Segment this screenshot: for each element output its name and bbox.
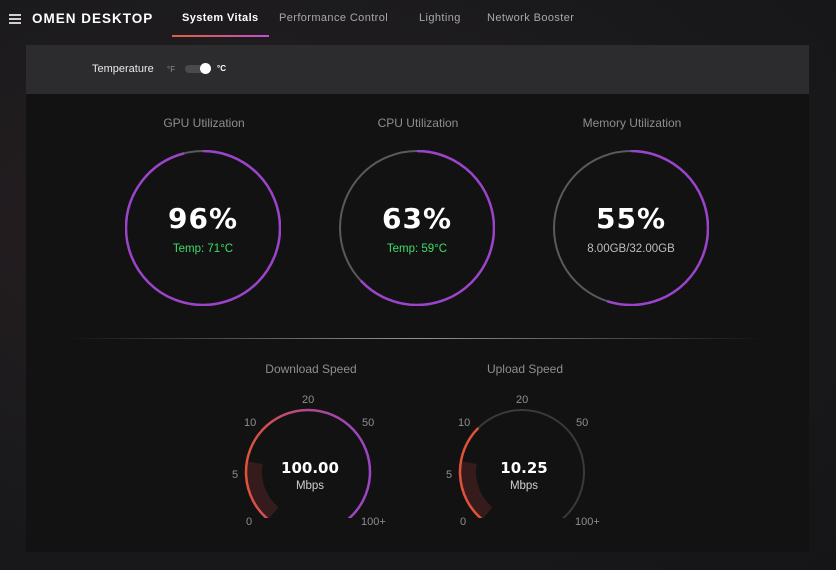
cpu-utilization-gauge: 63% Temp: 59°C: [339, 150, 495, 306]
upload-speed-value: 10.25: [500, 459, 548, 477]
upload-speed-title: Upload Speed: [486, 362, 564, 376]
temperature-label: Temperature: [92, 63, 154, 75]
cpu-utilization-title: CPU Utilization: [377, 116, 459, 130]
gpu-utilization-title: GPU Utilization: [163, 116, 245, 130]
upload-tick-10: 10: [458, 417, 471, 429]
tab-network-booster[interactable]: Network Booster: [487, 12, 575, 24]
memory-utilization-gauge: 55% 8.00GB/32.00GB: [553, 150, 709, 306]
cpu-temperature: Temp: 59°C: [386, 243, 448, 255]
upload-tick-20: 20: [516, 394, 529, 406]
memory-utilization-title: Memory Utilization: [582, 116, 682, 130]
download-tick-5: 5: [232, 469, 239, 481]
gpu-utilization-value: 96%: [167, 202, 239, 235]
gpu-ring-fill: [125, 150, 281, 306]
temperature-unit-toggle[interactable]: [185, 63, 211, 74]
app-brand: OMEN DESKTOP: [32, 11, 154, 26]
tab-system-vitals[interactable]: System Vitals: [182, 12, 259, 24]
memory-ring-fill: [553, 150, 709, 306]
gpu-temperature: Temp: 71°C: [172, 243, 234, 255]
active-tab-indicator: [172, 35, 269, 37]
tab-performance-control[interactable]: Performance Control: [279, 12, 389, 24]
download-tick-0: 0: [246, 516, 253, 528]
download-tick-20: 20: [302, 394, 315, 406]
upload-tick-0: 0: [460, 516, 467, 528]
download-speed-dial: [244, 408, 372, 518]
download-tick-100: 100+: [361, 516, 386, 528]
memory-utilization-value: 55%: [595, 202, 667, 235]
upload-speed-unit: Mbps: [509, 480, 539, 492]
system-vitals-panel: GPU Utilization 96% Temp: 71°C CPU Utili…: [26, 94, 809, 552]
tab-lighting[interactable]: Lighting: [419, 12, 461, 24]
download-tick-50: 50: [362, 417, 375, 429]
download-speed-unit: Mbps: [295, 480, 325, 492]
fahrenheit-label: °F: [167, 65, 176, 74]
upload-speed-dial: [458, 409, 585, 518]
upload-tick-50: 50: [576, 417, 589, 429]
gpu-utilization-gauge: 96% Temp: 71°C: [125, 150, 281, 306]
download-tick-10: 10: [244, 417, 257, 429]
temperature-unit-panel: Temperature °F °C: [26, 45, 809, 94]
cpu-ring-fill: [339, 150, 495, 306]
upload-tick-5: 5: [446, 469, 453, 481]
hamburger-menu-icon[interactable]: [9, 14, 21, 24]
section-divider: [66, 338, 766, 339]
download-speed-value: 100.00: [281, 459, 339, 477]
toggle-knob: [200, 63, 211, 74]
upload-tick-100: 100+: [575, 516, 600, 528]
download-speed-title: Download Speed: [265, 362, 357, 376]
top-navigation-bar: OMEN DESKTOP System Vitals Performance C…: [0, 4, 836, 37]
cpu-utilization-value: 63%: [381, 202, 453, 235]
celsius-label: °C: [217, 64, 226, 73]
memory-usage: 8.00GB/32.00GB: [587, 243, 675, 255]
